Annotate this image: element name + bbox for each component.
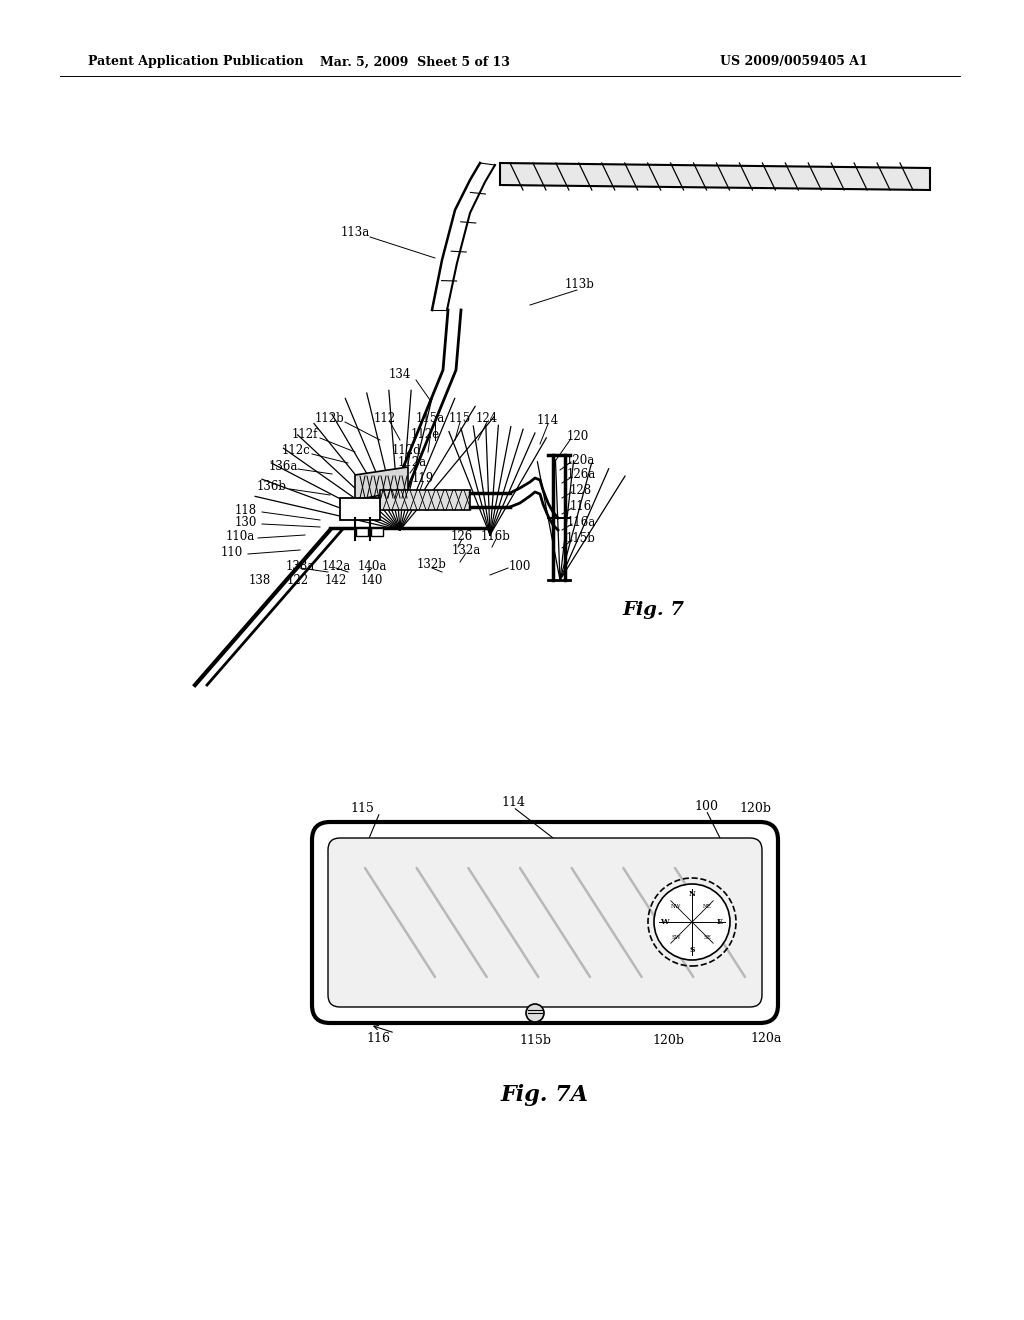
FancyBboxPatch shape [312,822,778,1023]
Text: 113b: 113b [565,279,595,292]
Bar [356,528,368,536]
Text: SW: SW [672,935,681,940]
Text: N: N [688,890,695,898]
FancyBboxPatch shape [328,838,762,1007]
Text: 140: 140 [360,574,383,587]
Text: 120: 120 [638,916,662,928]
Text: 114: 114 [537,413,559,426]
Text: 112d: 112d [391,444,421,457]
Text: 112f: 112f [292,428,318,441]
Text: 132b: 132b [417,558,446,572]
Text: 120a: 120a [565,454,595,466]
Circle shape [526,1005,544,1022]
Text: 120b: 120b [652,1034,684,1047]
Text: 142: 142 [325,574,347,587]
Text: 112c: 112c [282,444,310,457]
Text: 115: 115 [350,801,374,814]
Text: 116a: 116a [566,516,596,528]
Text: 112b: 112b [315,412,345,425]
Text: 115b: 115b [566,532,596,544]
Text: E: E [717,917,723,927]
Text: 124: 124 [476,412,498,425]
Text: 120: 120 [567,430,589,444]
Text: 114: 114 [501,796,525,809]
Text: W: W [659,917,669,927]
Text: 130: 130 [234,516,257,528]
Text: 119: 119 [412,471,434,484]
Text: Fig. 7A: Fig. 7A [501,1084,589,1106]
Text: 118: 118 [234,503,257,516]
Text: 132a: 132a [452,544,480,557]
Text: Fig. 7: Fig. 7 [622,601,684,619]
Text: 113a: 113a [340,226,370,239]
Text: 138a: 138a [286,560,314,573]
Text: US 2009/0059405 A1: US 2009/0059405 A1 [720,55,867,69]
Text: S: S [689,946,694,954]
Text: 140a: 140a [357,560,387,573]
Polygon shape [380,490,470,510]
Polygon shape [355,467,408,500]
Text: 116b: 116b [481,529,511,543]
Text: 122: 122 [287,574,309,587]
Text: 100: 100 [694,800,718,813]
Text: 112: 112 [374,412,396,425]
Text: NE: NE [703,904,712,909]
Text: 116: 116 [366,1031,390,1044]
Bar [371,528,383,536]
Text: 126: 126 [451,529,473,543]
Text: 115b: 115b [519,1034,551,1047]
Text: 100: 100 [509,560,531,573]
Text: 112a: 112a [397,455,427,469]
Circle shape [654,884,730,960]
Text: 116: 116 [570,499,592,512]
Polygon shape [340,498,380,520]
Text: 136a: 136a [268,459,298,473]
Text: 115a: 115a [416,412,444,425]
Text: Mar. 5, 2009  Sheet 5 of 13: Mar. 5, 2009 Sheet 5 of 13 [321,55,510,69]
Text: 138: 138 [249,574,271,587]
Text: 112e: 112e [411,428,439,441]
Text: NW: NW [672,904,682,909]
Text: 115: 115 [449,412,471,425]
Text: 110: 110 [221,545,243,558]
Text: Patent Application Publication: Patent Application Publication [88,55,303,69]
Text: 120b: 120b [739,801,771,814]
Polygon shape [500,162,930,190]
Text: 136b: 136b [257,479,287,492]
Text: 126a: 126a [566,467,596,480]
Text: 128: 128 [570,483,592,496]
Text: 134: 134 [389,368,412,381]
Text: 142a: 142a [322,560,350,573]
Text: 120a: 120a [751,1031,781,1044]
Text: 110a: 110a [225,531,255,544]
Text: SE: SE [703,935,712,940]
